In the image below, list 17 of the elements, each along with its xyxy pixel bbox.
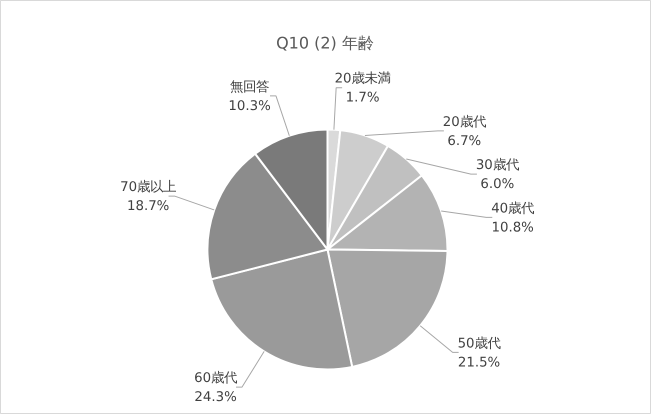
data-label: 21.5% xyxy=(458,355,500,370)
data-label: 6.0% xyxy=(480,177,514,192)
data-label: 10.8% xyxy=(492,220,534,236)
data-label: 10.3% xyxy=(228,98,271,114)
slice-label: 30歳代 xyxy=(476,158,519,174)
data-label: 1.7% xyxy=(346,90,380,106)
slice-label: 20歳未満 xyxy=(334,72,391,87)
slice-label: 無回答 xyxy=(230,80,270,95)
slice-label: 50歳代 xyxy=(458,336,501,352)
chart-title: Q10 (2) 年齢 xyxy=(276,34,374,53)
slice-label: 70歳以上 xyxy=(120,180,176,196)
slice-label: 20歳代 xyxy=(442,114,486,130)
slice-label: 60歳代 xyxy=(194,371,238,386)
data-label: 6.7% xyxy=(447,134,482,149)
slice-label: 40歳代 xyxy=(491,201,534,216)
data-label: 24.3% xyxy=(194,390,237,406)
data-label: 18.7% xyxy=(126,199,170,214)
